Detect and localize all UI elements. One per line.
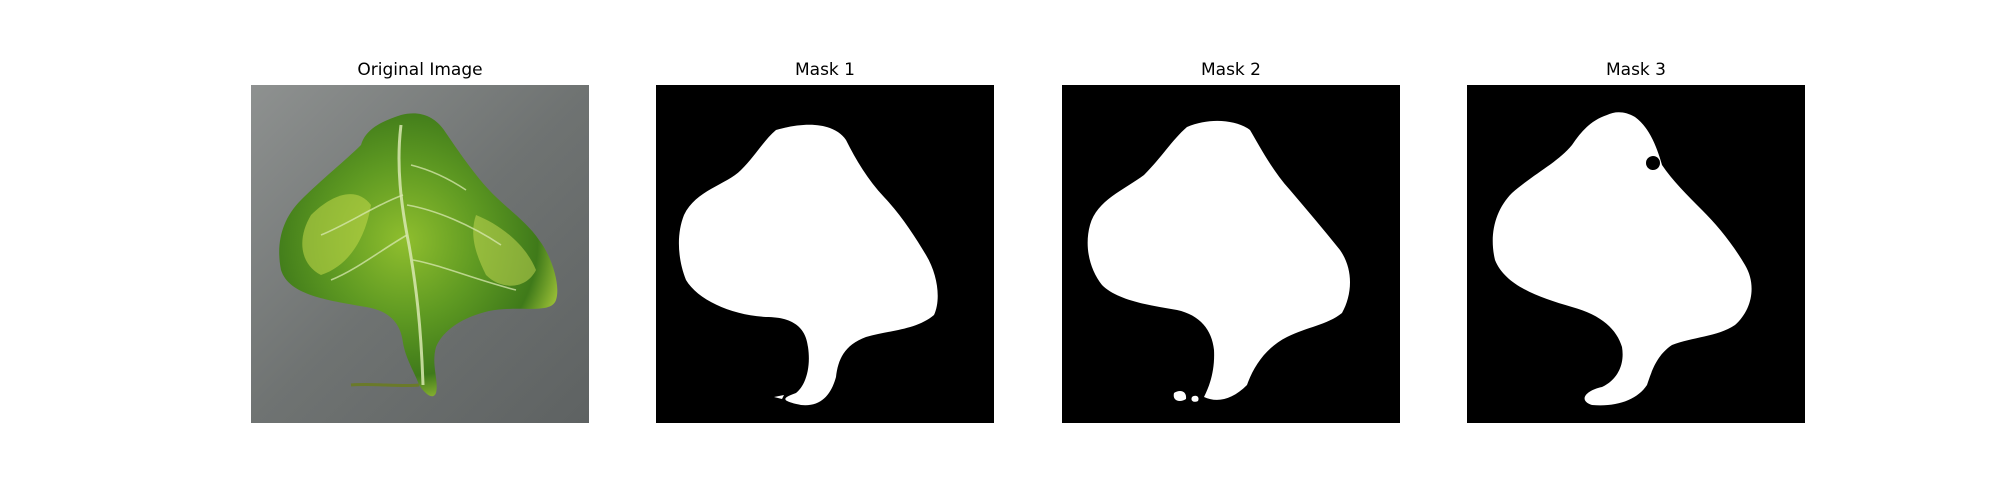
- panel-title: Mask 3: [1605, 60, 1666, 80]
- leaf-highlight: [302, 194, 371, 275]
- mask-3-image: [1467, 85, 1805, 423]
- leaf-stem: [350, 382, 420, 388]
- leaf-midrib: [397, 124, 425, 386]
- leaf-photo: [251, 85, 589, 423]
- panel-mask-1: Mask 1: [656, 55, 994, 423]
- mask-region: [1492, 112, 1752, 406]
- panel-title: Original Image: [357, 60, 483, 80]
- leaf-vein: [320, 164, 517, 291]
- panel-mask-3: Mask 3: [1467, 55, 1805, 423]
- mask-region: [678, 124, 938, 406]
- leaf-shape: [279, 113, 558, 397]
- mask-region: [1087, 120, 1350, 400]
- leaf-highlight: [473, 215, 536, 286]
- mask-speck: [1191, 395, 1199, 402]
- panel-mask-2: Mask 2: [1062, 55, 1400, 423]
- mask-hole: [1646, 156, 1660, 170]
- mask-1-image: [656, 85, 994, 423]
- mask-2-image: [1062, 85, 1400, 423]
- panel-title: Mask 2: [1200, 60, 1261, 80]
- mask-speck: [1173, 391, 1187, 401]
- panel-title: Mask 1: [794, 60, 855, 80]
- mask-speck: [774, 395, 784, 399]
- panel-original-image: Original Image: [251, 55, 589, 423]
